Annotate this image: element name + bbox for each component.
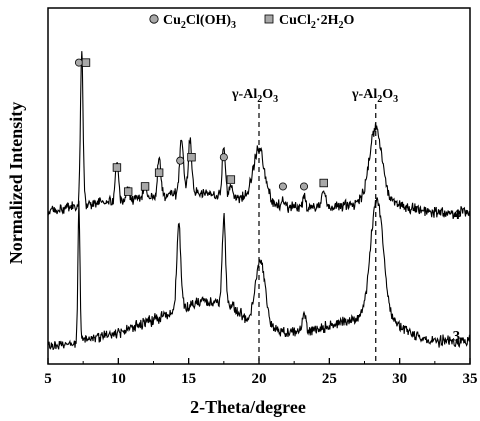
- x-tick-label: 35: [463, 371, 478, 387]
- marker-cucl2-2h2o: [154, 168, 164, 177]
- marker-cucl2-2h2o: [123, 187, 133, 196]
- reference-lines: [258, 104, 377, 364]
- marker-cucl2-2h2o: [226, 175, 236, 184]
- x-tick-label: 30: [392, 371, 407, 387]
- marker-cucl2-2h2o: [140, 182, 150, 191]
- series-label-4: 4: [453, 207, 461, 223]
- marker-cucl2-2h2o: [319, 178, 328, 188]
- x-axis-title: 2-Theta/degree: [190, 397, 306, 417]
- marker-cu2cl-oh3: [219, 153, 228, 162]
- legend: Cu2Cl(OH)3 CuCl2·2H2O: [149, 13, 354, 31]
- peak-markers: [74, 58, 328, 196]
- x-tick-label: 25: [322, 371, 337, 387]
- marker-cu2cl-oh3: [300, 182, 309, 191]
- series-lines: 43: [47, 51, 471, 351]
- series-line-4: [47, 51, 471, 219]
- marker-cucl2-2h2o: [187, 152, 196, 162]
- marker-cu2cl-oh3: [278, 182, 287, 191]
- legend-label-cucl2-2h2o: CuCl2·2H2O: [279, 13, 354, 31]
- marker-cu2cl-oh3: [176, 156, 185, 165]
- legend-circle-marker: [149, 14, 159, 24]
- legend-label-cu2cl-oh3: Cu2Cl(OH)3: [163, 13, 236, 31]
- legend-square-marker: [264, 14, 274, 24]
- annotation-gamma-al2o3-2: γ-Al2O3: [351, 87, 398, 105]
- x-tick-label: 10: [111, 371, 126, 387]
- marker-cucl2-2h2o: [112, 163, 122, 172]
- x-tick-label: 20: [252, 371, 267, 387]
- series-label-3: 3: [453, 329, 461, 345]
- x-tick-label: 5: [44, 371, 52, 387]
- x-tick-label: 15: [181, 371, 196, 387]
- marker-cu2cl-oh3: [74, 58, 83, 67]
- marker-cucl2-2h2o: [81, 58, 91, 67]
- annotation-gamma-al2o3-1: γ-Al2O3: [231, 87, 278, 105]
- series-line-3: [47, 197, 471, 351]
- x-axis-ticks: 5 10 15 20 25 30 35: [44, 358, 478, 387]
- y-axis-title: Normalized Intensity: [6, 102, 26, 264]
